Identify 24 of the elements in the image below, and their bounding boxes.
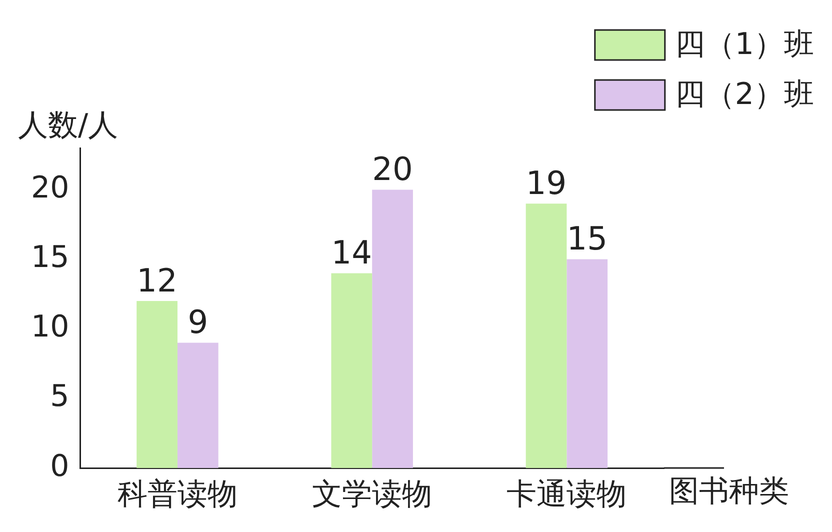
legend-label: 四（1）班 bbox=[674, 26, 814, 62]
y-tick-label: 0 bbox=[50, 448, 70, 484]
y-tick-label: 20 bbox=[30, 170, 70, 206]
y-tick-label: 15 bbox=[30, 240, 70, 276]
data-label: 9 bbox=[188, 303, 208, 342]
bar bbox=[526, 204, 567, 468]
bar bbox=[177, 342, 218, 468]
y-axis-title: 人数/人 bbox=[18, 108, 118, 143]
y-tick-label: 10 bbox=[30, 310, 70, 345]
x-tick-label: 卡通读物 bbox=[506, 476, 627, 512]
data-label: 20 bbox=[372, 150, 413, 188]
x-tick-label: 科普读物 bbox=[117, 476, 238, 512]
bar bbox=[566, 259, 608, 468]
x-axis-title: 图书种类 bbox=[669, 474, 789, 509]
x-tick-label: 文学读物 bbox=[312, 476, 432, 512]
data-label: 19 bbox=[526, 164, 567, 202]
data-label: 12 bbox=[136, 261, 178, 300]
data-label: 14 bbox=[331, 234, 372, 272]
data-label: 15 bbox=[566, 220, 608, 258]
bar bbox=[372, 190, 413, 468]
bar bbox=[136, 301, 178, 468]
bar bbox=[331, 273, 372, 468]
legend-label: 四（2）班 bbox=[674, 76, 814, 112]
y-tick-label: 5 bbox=[50, 379, 70, 414]
